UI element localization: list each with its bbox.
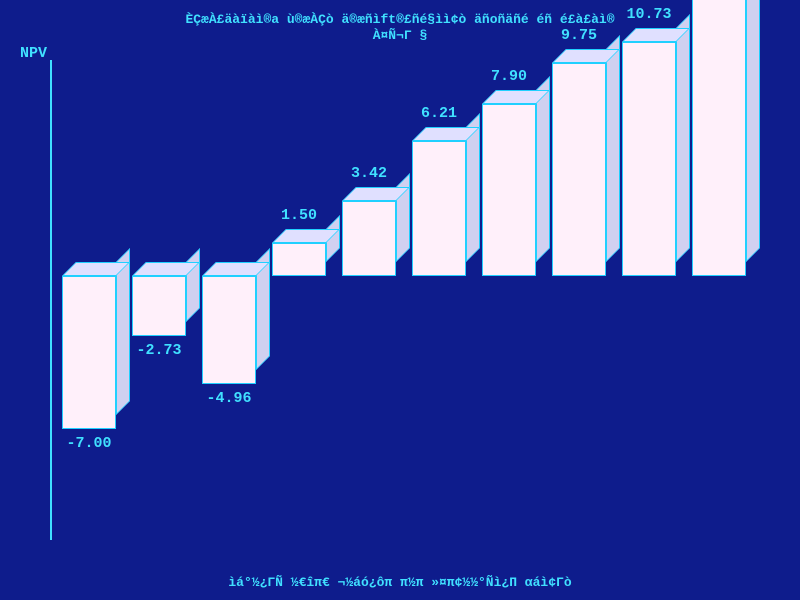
bar-face: [272, 243, 326, 276]
bar-face: [202, 276, 256, 384]
bar-side: [186, 248, 200, 322]
bar-3: 1.50: [272, 243, 340, 276]
bar-value-label: 7.90: [472, 68, 546, 85]
bar-6: 7.90: [482, 104, 550, 276]
bar-2: -4.96: [202, 276, 270, 384]
bar-value-label: -7.00: [52, 435, 126, 452]
plot-area: -7.00-2.73-4.961.503.426.217.909.7510.73…: [50, 60, 770, 540]
bar-value-label: 3.42: [332, 165, 406, 182]
bar-value-label: 10.73: [612, 6, 686, 23]
bar-4: 3.42: [342, 201, 410, 276]
bar-7: 9.75: [552, 63, 620, 276]
bar-value-label: -4.96: [192, 390, 266, 407]
bar-5: 6.21: [412, 141, 480, 276]
bar-value-label: 1.50: [262, 207, 336, 224]
bar-face: [342, 201, 396, 276]
bar-face: [482, 104, 536, 276]
bar-side: [536, 76, 550, 262]
bar-value-label: 9.75: [542, 27, 616, 44]
chart-footer: ìá°½¿ΓÑ ½€îπ€ ¬½áó¿ôπ π½π »¤π¢½½°Ñì¿Π αá…: [0, 575, 800, 590]
bar-face: [62, 276, 116, 429]
bar-face: [622, 42, 676, 276]
bar-face: [552, 63, 606, 276]
bar-value-label: -2.73: [122, 342, 196, 359]
bar-value-label: 6.21: [402, 105, 476, 122]
bar-side: [606, 35, 620, 262]
bar-face: [692, 0, 746, 276]
bar-8: 10.73: [622, 42, 690, 276]
bar-face: [412, 141, 466, 276]
bar-9: 13.15: [692, 0, 760, 276]
bar-0: -7.00: [62, 276, 130, 429]
bar-face: [132, 276, 186, 336]
bar-side: [676, 14, 690, 262]
npv-bar-chart: ÈÇæÀ£äàïàì®a ù®æÀÇò ä®æñìft®£ñé§ìì¢ò äño…: [0, 0, 800, 600]
bar-1: -2.73: [132, 276, 200, 336]
y-axis-label: NPV: [20, 45, 47, 62]
bar-side: [746, 0, 760, 262]
